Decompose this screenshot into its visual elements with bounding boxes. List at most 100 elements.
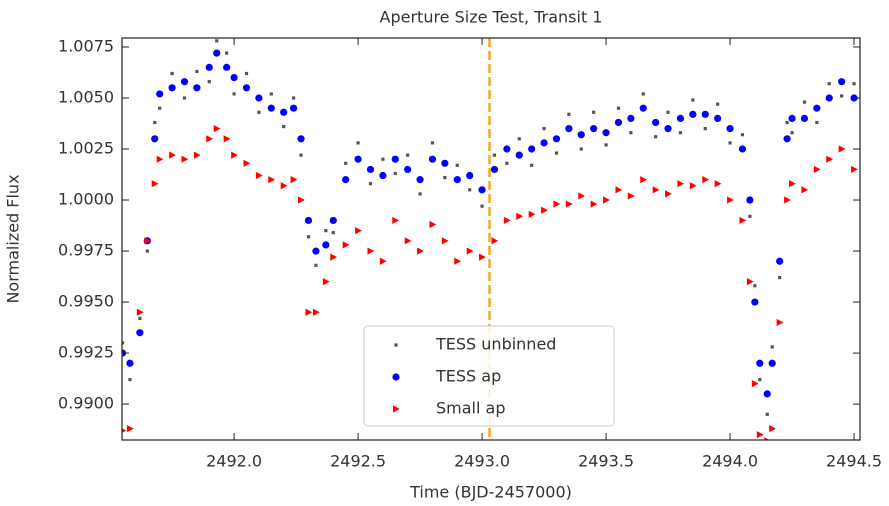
x-axis-label: Time (BJD-2457000) [409, 483, 572, 502]
point [565, 125, 573, 133]
point [126, 424, 134, 433]
point [282, 124, 286, 129]
point [180, 78, 189, 86]
point [677, 180, 685, 188]
point [255, 171, 263, 180]
point [290, 176, 298, 184]
point [492, 153, 497, 157]
point [322, 241, 330, 249]
x-tick-label: 2492.0 [206, 452, 262, 471]
point [505, 161, 509, 165]
point [678, 131, 683, 135]
point [763, 390, 771, 398]
point [356, 141, 360, 145]
point [604, 143, 608, 147]
point [453, 176, 461, 184]
point [592, 110, 596, 114]
y-tick-label: 1.0025 [58, 139, 114, 158]
point [478, 186, 486, 194]
point [466, 247, 474, 255]
point [530, 163, 534, 167]
point [381, 157, 385, 161]
point [213, 49, 221, 57]
point [769, 424, 777, 433]
point [784, 196, 791, 204]
point [753, 284, 757, 288]
point [126, 359, 134, 367]
point [727, 196, 734, 204]
point [826, 155, 834, 163]
point [756, 359, 764, 367]
point [182, 96, 187, 100]
point [602, 129, 610, 137]
x-tick-label: 2494.0 [702, 452, 758, 471]
y-tick-label: 1.0075 [58, 36, 114, 55]
point [778, 275, 782, 280]
x-tick-label: 2493.0 [454, 452, 510, 471]
point [851, 165, 858, 174]
point [122, 341, 125, 345]
point [223, 135, 231, 143]
point [144, 237, 152, 245]
point [790, 131, 794, 135]
point [542, 127, 546, 131]
point [243, 159, 251, 167]
point [629, 131, 633, 135]
point [230, 73, 238, 82]
point [136, 308, 144, 316]
point [815, 120, 819, 125]
point [813, 104, 821, 112]
point [758, 377, 762, 382]
point [297, 135, 305, 143]
point [181, 155, 189, 163]
point [441, 237, 449, 245]
point [269, 92, 273, 96]
point [393, 171, 397, 176]
point [770, 345, 774, 349]
point [702, 176, 710, 184]
point [443, 175, 447, 180]
point [322, 278, 330, 286]
point [838, 78, 846, 86]
point [768, 359, 776, 367]
point [418, 192, 422, 196]
point [299, 153, 303, 157]
point [740, 133, 745, 137]
legend-label: Small ap [436, 399, 505, 418]
point [751, 380, 759, 388]
point [852, 82, 856, 86]
point [170, 71, 174, 76]
point [480, 204, 484, 208]
point [136, 329, 144, 337]
legend-marker [393, 405, 400, 413]
point [703, 127, 707, 131]
point [776, 257, 784, 265]
point [652, 118, 660, 127]
point [156, 155, 164, 163]
point [552, 135, 561, 143]
point [193, 151, 201, 159]
point [329, 216, 337, 225]
point [783, 135, 791, 143]
point [616, 106, 621, 110]
point [838, 145, 846, 153]
point [689, 110, 697, 118]
point [578, 192, 586, 200]
point [714, 114, 722, 122]
point [640, 176, 648, 184]
point [145, 249, 149, 253]
point [764, 437, 770, 440]
point [515, 151, 523, 159]
point [748, 214, 752, 218]
point [554, 151, 559, 155]
point [813, 165, 821, 174]
point [355, 227, 362, 235]
point [590, 200, 598, 208]
point [168, 84, 176, 92]
point [627, 114, 635, 122]
point [840, 94, 844, 98]
point [827, 82, 831, 86]
point [714, 180, 722, 188]
point [503, 145, 511, 153]
